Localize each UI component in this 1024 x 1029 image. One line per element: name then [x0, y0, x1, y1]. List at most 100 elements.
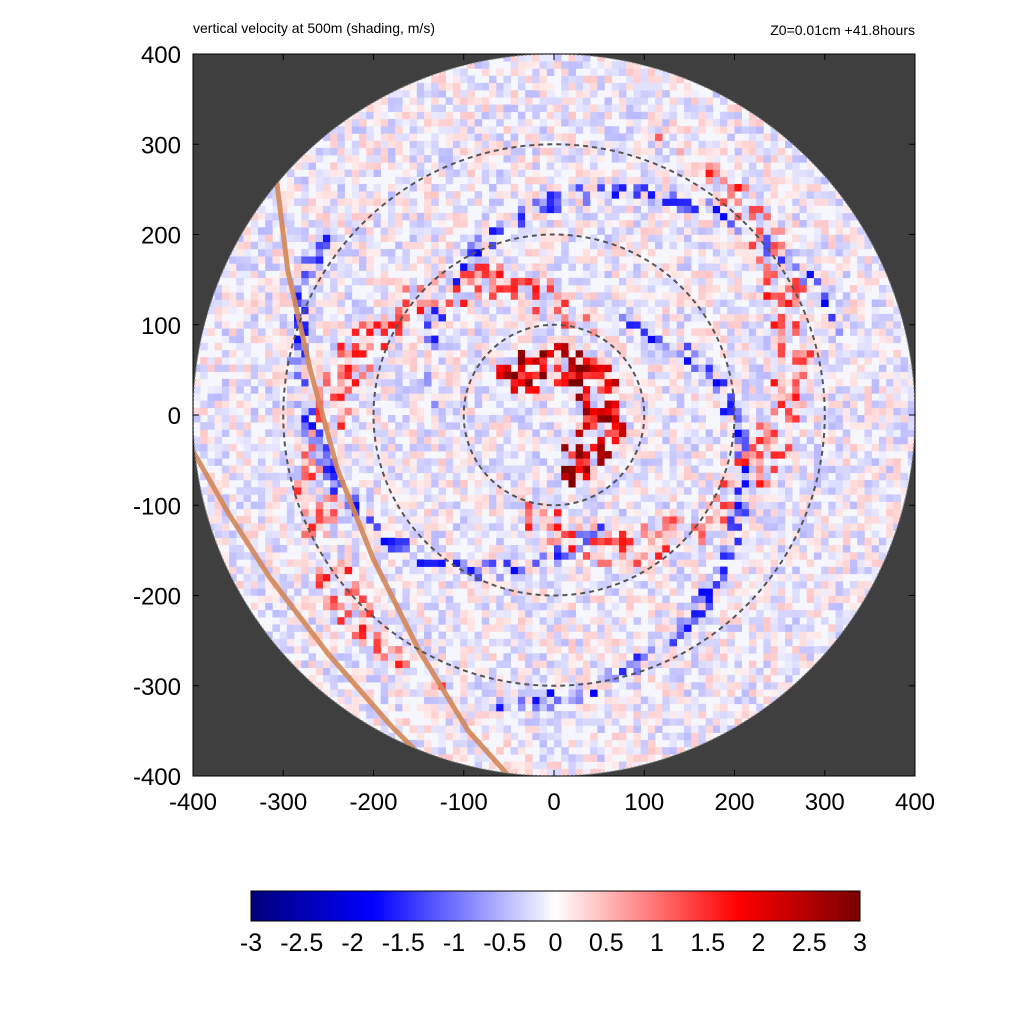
field-cell	[496, 357, 504, 365]
field-cell	[221, 523, 230, 531]
field-cell	[655, 299, 663, 307]
field-cell	[575, 754, 584, 762]
field-cell	[662, 198, 670, 206]
field-cell	[525, 234, 533, 243]
field-cell	[409, 689, 418, 697]
field-cell	[489, 198, 497, 206]
field-cell	[351, 581, 360, 589]
field-cell	[503, 270, 511, 279]
field-cell	[633, 436, 641, 445]
field-cell	[698, 220, 706, 228]
field-cell	[741, 328, 750, 336]
field-cell	[554, 364, 562, 372]
field-cell	[351, 335, 360, 344]
field-cell	[712, 638, 721, 647]
field-cell	[510, 494, 519, 502]
field-cell	[510, 581, 519, 589]
field-cell	[640, 97, 649, 105]
field-cell	[452, 97, 461, 105]
field-cell	[510, 277, 519, 286]
field-cell	[539, 364, 548, 372]
field-cell	[604, 588, 613, 596]
field-cell	[207, 436, 215, 445]
field-cell	[698, 631, 706, 640]
field-cell	[525, 299, 533, 307]
field-cell	[604, 703, 613, 712]
field-cell	[315, 263, 324, 271]
field-cell	[366, 371, 374, 380]
field-cell	[647, 653, 656, 661]
field-cell	[720, 400, 728, 409]
field-cell	[554, 234, 562, 243]
field-cell	[272, 494, 280, 502]
field-cell	[633, 429, 641, 437]
field-cell	[221, 472, 230, 481]
field-cell	[633, 270, 641, 279]
field-cell	[604, 638, 613, 647]
field-cell	[481, 256, 490, 264]
field-cell	[424, 429, 432, 437]
field-cell	[525, 350, 533, 358]
field-cell	[575, 422, 584, 430]
field-cell	[424, 443, 432, 452]
field-cell	[705, 653, 714, 661]
field-cell	[532, 140, 540, 149]
field-cell	[257, 552, 266, 560]
field-cell	[517, 422, 526, 430]
field-cell	[546, 436, 555, 445]
field-cell	[337, 126, 345, 134]
field-cell	[366, 162, 374, 170]
field-cell	[655, 617, 663, 625]
field-cell	[467, 573, 475, 582]
field-cell	[496, 90, 504, 98]
field-cell	[416, 104, 425, 113]
field-cell	[705, 140, 714, 149]
field-cell	[582, 501, 591, 510]
field-cell	[582, 364, 591, 372]
field-cell	[604, 573, 613, 582]
field-cell	[221, 415, 230, 423]
field-cell	[712, 155, 721, 163]
field-cell	[525, 595, 533, 604]
field-cell	[546, 646, 555, 654]
field-cell	[554, 682, 562, 690]
field-cell	[647, 631, 656, 640]
field-cell	[301, 313, 309, 322]
field-cell	[315, 516, 324, 524]
field-cell	[193, 436, 201, 445]
field-cell	[662, 126, 670, 134]
field-cell	[575, 667, 584, 676]
field-cell	[308, 588, 317, 596]
field-cell	[294, 443, 302, 452]
field-cell	[402, 595, 410, 604]
field-cell	[626, 378, 634, 387]
field-cell	[698, 436, 706, 445]
field-cell	[452, 747, 461, 755]
field-cell	[626, 400, 634, 409]
field-cell	[568, 530, 576, 539]
field-cell	[618, 595, 627, 604]
field-cell	[395, 624, 403, 632]
field-cell	[626, 754, 634, 762]
field-cell	[315, 479, 324, 488]
field-cell	[337, 256, 345, 264]
field-cell	[236, 581, 244, 589]
field-cell	[676, 407, 685, 416]
field-cell	[250, 559, 259, 567]
field-cell	[618, 739, 627, 748]
field-cell	[431, 667, 439, 676]
field-cell	[676, 270, 685, 279]
field-cell	[597, 501, 605, 510]
field-cell	[568, 111, 576, 120]
field-cell	[279, 451, 288, 459]
field-cell	[344, 617, 353, 625]
field-cell	[655, 530, 663, 539]
field-cell	[424, 176, 432, 185]
field-cell	[741, 703, 750, 712]
field-cell	[496, 487, 504, 495]
field-cell	[575, 285, 584, 293]
field-cell	[691, 739, 699, 748]
field-cell	[243, 443, 252, 452]
field-cell	[561, 386, 569, 394]
field-cell	[748, 364, 757, 372]
